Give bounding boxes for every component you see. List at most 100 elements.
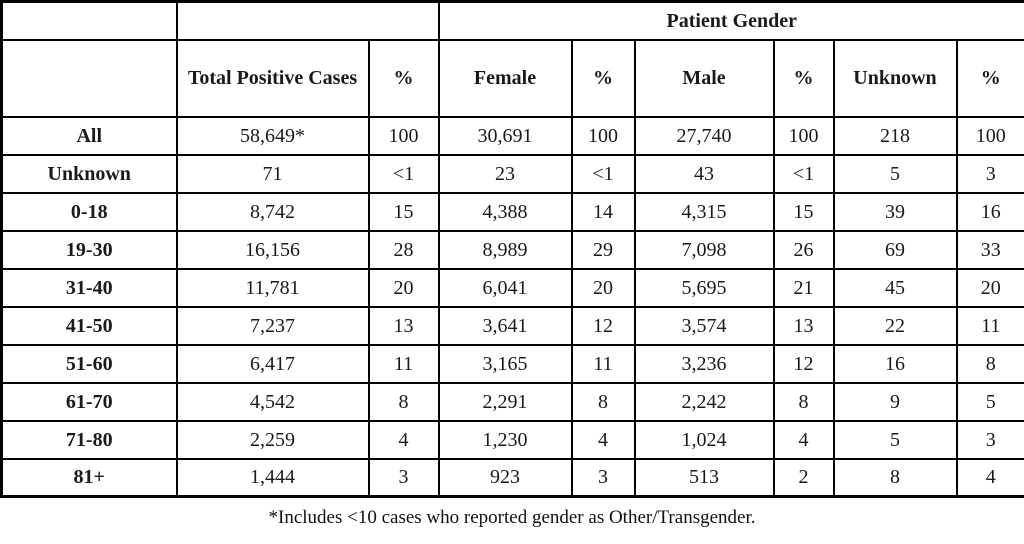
table-row-0-18: 0-18 8,742 15 4,388 14 4,315 15 39 16	[0, 191, 1024, 232]
cell: 1,444	[175, 457, 370, 498]
cell: 3,165	[437, 343, 573, 384]
cell: 923	[437, 457, 573, 498]
cell: 11	[570, 343, 636, 384]
cell: 45	[832, 267, 958, 308]
cell: 4	[367, 419, 440, 460]
cell: 4,315	[633, 191, 775, 232]
cell: 218	[832, 115, 958, 156]
empty-header-cell	[0, 38, 178, 118]
row-label: 51-60	[0, 343, 178, 384]
cell: 58,649*	[175, 115, 370, 156]
cell: 6,041	[437, 267, 573, 308]
cell: 9	[832, 381, 958, 422]
table-row-31-40: 31-40 11,781 20 6,041 20 5,695 21 45 20	[0, 267, 1024, 308]
cell: 2	[772, 457, 835, 498]
col-header-total-positive-cases: Total Positive Cases	[175, 38, 370, 118]
cell: 8	[367, 381, 440, 422]
cell: 28	[367, 229, 440, 270]
col-header-female-pct: %	[570, 38, 636, 118]
row-label: 81+	[0, 457, 178, 498]
cell: 13	[367, 305, 440, 346]
cell: 6,417	[175, 343, 370, 384]
patient-gender-table: Patient Gender Total Positive Cases % Fe…	[0, 0, 1024, 498]
row-label: 41-50	[0, 305, 178, 346]
column-header-row: Total Positive Cases % Female % Male % U…	[0, 38, 1024, 118]
cell: 3	[367, 457, 440, 498]
cell: <1	[570, 153, 636, 194]
cell: 12	[772, 343, 835, 384]
cell: 14	[570, 191, 636, 232]
cell: <1	[772, 153, 835, 194]
cell: 33	[955, 229, 1024, 270]
cell: 71	[175, 153, 370, 194]
cell: 1,024	[633, 419, 775, 460]
cell: 21	[772, 267, 835, 308]
cell: 43	[633, 153, 775, 194]
row-label: 31-40	[0, 267, 178, 308]
cell: 20	[367, 267, 440, 308]
cell: 2,259	[175, 419, 370, 460]
table-row-81plus: 81+ 1,444 3 923 3 513 2 8 4	[0, 457, 1024, 498]
cell: 16	[955, 191, 1024, 232]
table-row-unknown: Unknown 71 <1 23 <1 43 <1 5 3	[0, 153, 1024, 194]
row-label: All	[0, 115, 178, 156]
cell: 23	[437, 153, 573, 194]
empty-corner-cell	[0, 0, 178, 41]
cell: 4	[955, 457, 1024, 498]
cell: 29	[570, 229, 636, 270]
cell: 8	[955, 343, 1024, 384]
cell: 11,781	[175, 267, 370, 308]
table-row-all: All 58,649* 100 30,691 100 27,740 100 21…	[0, 115, 1024, 156]
cell: 15	[367, 191, 440, 232]
col-header-unknown: Unknown	[832, 38, 958, 118]
cell: 12	[570, 305, 636, 346]
cell: 8	[570, 381, 636, 422]
cell: 5,695	[633, 267, 775, 308]
cell: 69	[832, 229, 958, 270]
table-row-61-70: 61-70 4,542 8 2,291 8 2,242 8 9 5	[0, 381, 1024, 422]
cell: 2,242	[633, 381, 775, 422]
row-label: 61-70	[0, 381, 178, 422]
cell: 100	[570, 115, 636, 156]
cell: 4	[570, 419, 636, 460]
cell: 13	[772, 305, 835, 346]
cell: 8	[772, 381, 835, 422]
cell: 20	[570, 267, 636, 308]
cell: 27,740	[633, 115, 775, 156]
cell: 5	[832, 419, 958, 460]
cell: 26	[772, 229, 835, 270]
cell: 8	[832, 457, 958, 498]
cell: 100	[955, 115, 1024, 156]
cell: 4,542	[175, 381, 370, 422]
table-row-41-50: 41-50 7,237 13 3,641 12 3,574 13 22 11	[0, 305, 1024, 346]
empty-group-cell	[175, 0, 440, 41]
cell: 30,691	[437, 115, 573, 156]
cell: 15	[772, 191, 835, 232]
cell: 3	[955, 419, 1024, 460]
cell: 16	[832, 343, 958, 384]
cell: 100	[772, 115, 835, 156]
cell: 5	[955, 381, 1024, 422]
cell: 20	[955, 267, 1024, 308]
table-row-51-60: 51-60 6,417 11 3,165 11 3,236 12 16 8	[0, 343, 1024, 384]
table-footnote: *Includes <10 cases who reported gender …	[268, 507, 756, 528]
col-header-male: Male	[633, 38, 775, 118]
cell: 7,098	[633, 229, 775, 270]
cell: 8,742	[175, 191, 370, 232]
row-label: Unknown	[0, 153, 178, 194]
group-header-row: Patient Gender	[0, 0, 1024, 41]
cell: 4	[772, 419, 835, 460]
cell: 22	[832, 305, 958, 346]
cell: 5	[832, 153, 958, 194]
table-row-19-30: 19-30 16,156 28 8,989 29 7,098 26 69 33	[0, 229, 1024, 270]
cell: 3	[955, 153, 1024, 194]
cell: 16,156	[175, 229, 370, 270]
cell: 100	[367, 115, 440, 156]
col-header-female: Female	[437, 38, 573, 118]
cell: 8,989	[437, 229, 573, 270]
col-header-total-pct: %	[367, 38, 440, 118]
table-row-71-80: 71-80 2,259 4 1,230 4 1,024 4 5 3	[0, 419, 1024, 460]
col-header-unknown-pct: %	[955, 38, 1024, 118]
cell: 3,641	[437, 305, 573, 346]
